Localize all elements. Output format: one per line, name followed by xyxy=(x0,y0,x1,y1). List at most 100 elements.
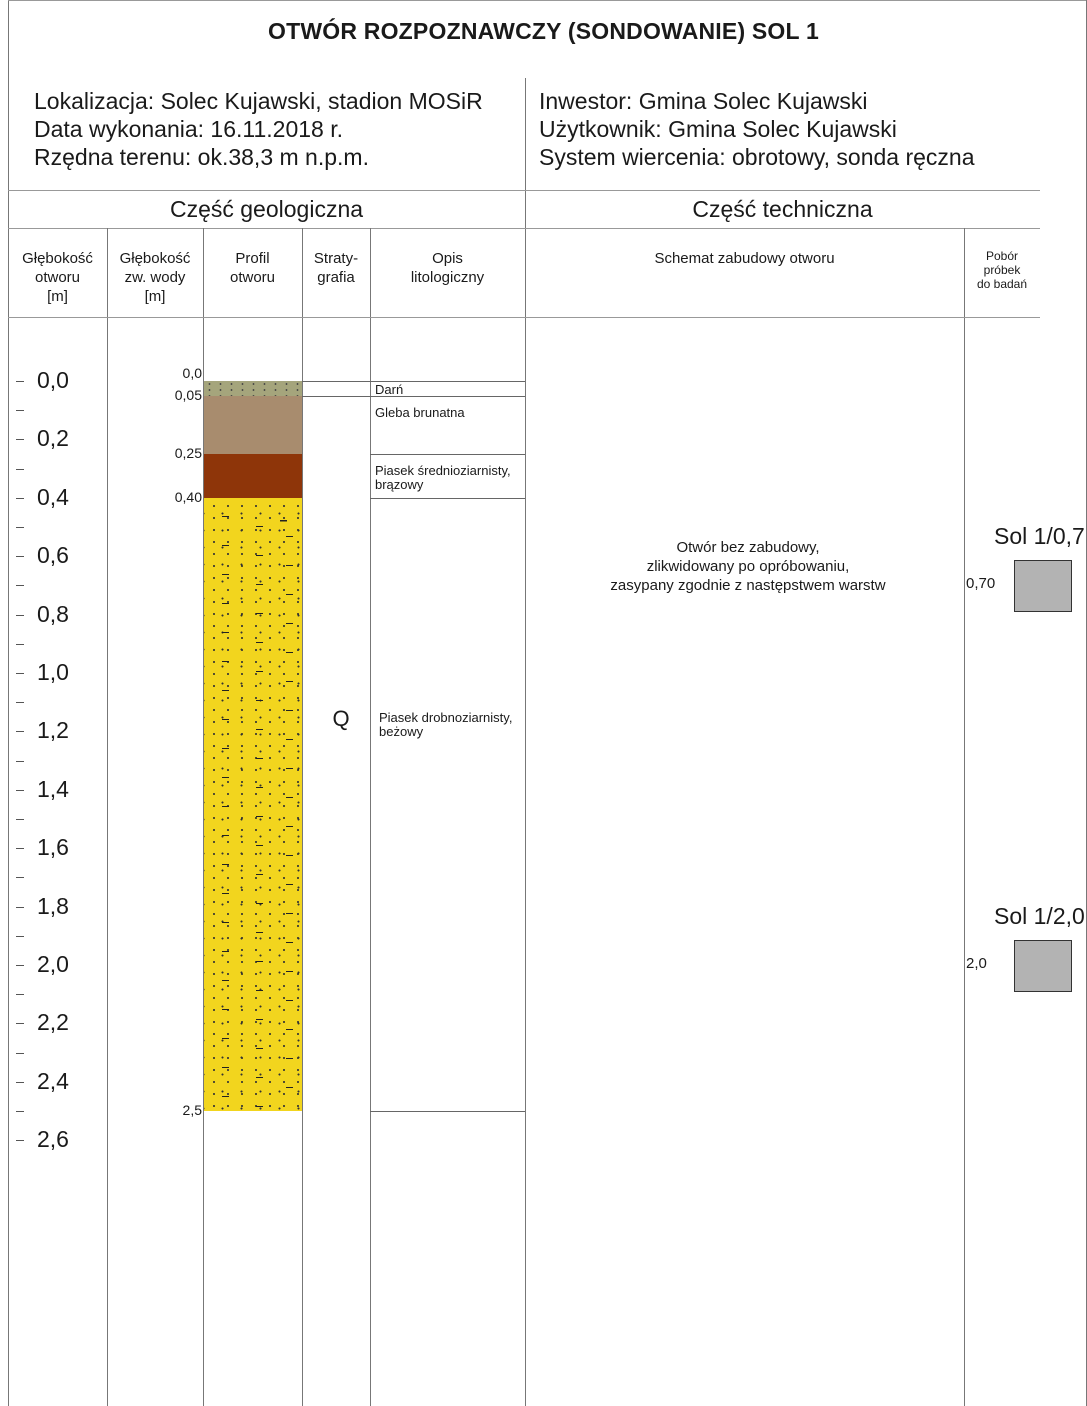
sample-box xyxy=(1014,940,1072,992)
sand-dash-mark xyxy=(256,612,263,615)
depth-tick-major xyxy=(16,381,24,382)
sand-dash-mark xyxy=(222,544,229,547)
depth-tick-major xyxy=(16,556,24,558)
section-technical: Część techniczna xyxy=(692,196,873,222)
depth-scale-label: 2,6 xyxy=(37,1126,69,1153)
sand-dash-mark xyxy=(286,709,293,712)
layer-description: Piasek średnioziarnisty, brązowy xyxy=(375,463,511,492)
depth-scale-label: 1,0 xyxy=(37,659,69,685)
depth-tick-minor xyxy=(16,585,24,587)
section-top-line xyxy=(8,190,1040,191)
description-boundary-line xyxy=(370,454,525,455)
sand-dash-mark xyxy=(286,593,293,596)
info-user: Użytkownik: Gmina Solec Kujawski xyxy=(539,116,897,142)
sand-dash-mark xyxy=(286,912,293,915)
scheme-note-line2: zlikwidowany po opróbowaniu, xyxy=(646,558,850,575)
sand-dash-mark xyxy=(222,747,229,750)
sand-dash-mark xyxy=(256,1105,263,1108)
depth-tick-major xyxy=(16,848,24,850)
depth-tick-minor xyxy=(16,760,24,762)
main-divider xyxy=(525,78,526,1406)
header-samples-line1: Pobór xyxy=(985,249,1019,263)
sand-dash-mark xyxy=(256,757,263,760)
sand-dash-mark xyxy=(222,1037,229,1040)
depth-tick-major xyxy=(16,673,24,674)
header-profile-line1: Profil xyxy=(235,250,270,267)
info-investor: Inwestor: Gmina Solec Kujawski xyxy=(539,88,868,114)
depth-scale-label: 2,0 xyxy=(37,951,69,977)
sand-dash-mark xyxy=(222,1008,229,1011)
depth-tick-minor xyxy=(16,877,24,879)
depth-tick-major xyxy=(16,497,24,499)
layer-boundary-label: 0,25 xyxy=(174,445,202,461)
header-water: Głębokość zw. wody [m] xyxy=(107,249,203,306)
page-title: OTWÓR ROZPOZNAWCZY (SONDOWANIE) SOL 1 xyxy=(268,18,819,44)
header-strat-line2: grafia xyxy=(317,269,355,286)
description-boundary-line xyxy=(302,381,525,382)
header-stratigraphy: Straty- grafia xyxy=(302,249,370,287)
sand-dash-mark xyxy=(286,796,293,799)
sand-dash-mark xyxy=(286,651,293,654)
sand-dash-mark xyxy=(256,931,263,934)
sand-dash-mark xyxy=(256,902,263,905)
section-geology: Część geologiczna xyxy=(169,196,364,222)
depth-tick-major xyxy=(16,1081,24,1083)
sand-dash-mark xyxy=(286,854,293,857)
info-elevation: Rzędna terenu: ok.38,3 m n.p.m. xyxy=(34,144,369,170)
layer-description: Darń xyxy=(375,382,404,397)
sand-dash-mark xyxy=(286,564,293,567)
depth-tick-major xyxy=(16,789,24,791)
sample-depth-label: 0,70 xyxy=(966,575,996,593)
layer-boundary-label: 2,5 xyxy=(182,1102,202,1118)
sand-dash-mark xyxy=(222,573,229,576)
header-depth-line1: Głębokość xyxy=(22,250,93,267)
depth-tick-minor xyxy=(16,702,24,704)
depth-tick-minor xyxy=(16,935,24,937)
depth-tick-major xyxy=(16,439,24,441)
depth-tick-major xyxy=(16,906,24,908)
profile-layer xyxy=(204,497,302,1111)
depth-tick-minor xyxy=(16,410,24,412)
sand-dash-mark xyxy=(222,689,229,692)
sand-dash-mark xyxy=(286,970,293,973)
sand-dash-mark xyxy=(256,844,263,847)
sand-dash-mark xyxy=(286,535,293,538)
sand-dash-mark xyxy=(256,989,263,992)
frame-top-border xyxy=(8,0,1086,1)
sand-dash-mark xyxy=(286,1028,293,1031)
sand-dash-mark xyxy=(256,873,263,876)
sand-dash-mark xyxy=(256,1018,263,1021)
layer-description: Gleba brunatna xyxy=(375,404,465,420)
frame-left-border xyxy=(8,0,9,1406)
sand-dash-mark xyxy=(256,815,263,818)
sand-dash-mark xyxy=(256,728,263,731)
depth-tick-minor xyxy=(16,468,24,470)
sample-depth-label: 2,0 xyxy=(966,955,987,972)
header-depth: Głębokość otworu [m] xyxy=(8,249,107,306)
stratigraphy-label: Q xyxy=(332,706,350,731)
sand-dash-mark xyxy=(286,622,293,625)
depth-scale-label: 1,6 xyxy=(37,834,69,861)
sand-dash-mark xyxy=(222,950,229,953)
sand-dash-mark xyxy=(256,786,263,789)
depth-tick-minor xyxy=(16,643,24,645)
layer-description: Piasek drobnoziarnisty, beżowy xyxy=(379,709,513,739)
depth-scale-label: 0,4 xyxy=(37,483,69,510)
scheme-note: Otwór bez zabudowy, zlikwidowany po opró… xyxy=(525,538,971,595)
sand-dash-mark xyxy=(286,767,293,770)
sand-dash-mark xyxy=(286,825,293,828)
depth-tick-minor xyxy=(16,994,24,996)
header-profile-line2: otworu xyxy=(229,269,276,286)
header-strat-line1: Straty- xyxy=(313,250,359,267)
depth-tick-minor xyxy=(16,819,24,820)
header-profile: Profil otworu xyxy=(203,249,302,287)
scheme-note-line3: zasypany zgodnie z następstwem warstw xyxy=(610,577,886,594)
sand-dash-mark xyxy=(222,921,229,924)
sand-dash-mark xyxy=(256,670,263,673)
header-water-line3: [m] xyxy=(144,288,166,305)
description-boundary-line xyxy=(370,497,525,499)
sand-dash-mark xyxy=(256,583,263,586)
profile-layer xyxy=(204,454,302,498)
header-samples-line3: do badań xyxy=(976,277,1028,291)
sample-name: Sol 1/0,7 xyxy=(994,523,1085,550)
